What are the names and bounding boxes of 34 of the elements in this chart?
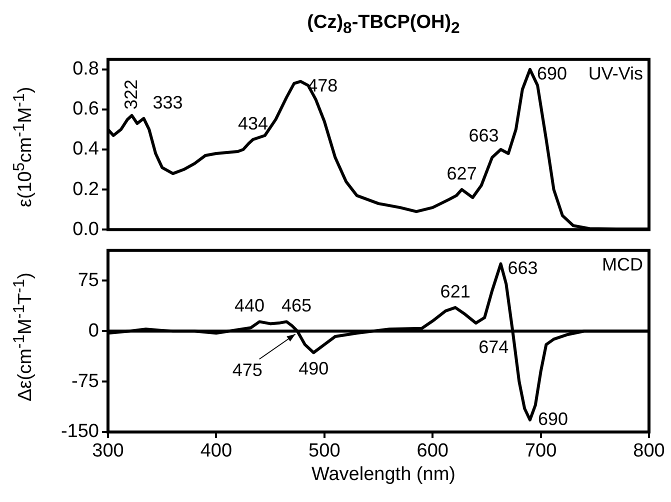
annotation: 475 [232, 360, 262, 380]
chart-title: (Cz)$_{8}$-TBCP(OH)$_{2}$ [306, 12, 461, 38]
annotation: 322 [120, 79, 141, 110]
x-tick-label: 400 [200, 440, 232, 462]
annotation: 690 [536, 63, 568, 84]
x-tick-label: 500 [308, 440, 340, 462]
annotation: 663 [468, 125, 499, 146]
annotation: 690 [538, 408, 568, 429]
annotation: 434 [238, 113, 268, 134]
y-tick-label: -150 [60, 421, 99, 442]
annotation: 465 [282, 296, 312, 316]
x-axis-title: Wavelength (nm) [310, 464, 456, 486]
x-tick-label: 600 [416, 440, 448, 462]
annotation: MCD [602, 254, 643, 274]
y-tick-label: 0.8 [72, 58, 99, 80]
x-tick-label: 800 [633, 440, 665, 462]
annotation: 478 [308, 75, 338, 96]
annotation: 621 [440, 282, 470, 302]
y-tick-label: 0 [88, 320, 99, 342]
annotation: 663 [508, 258, 538, 278]
x-tick-label: 700 [524, 440, 557, 462]
y-tick-label: -75 [72, 370, 99, 392]
y-tick-label: 0.4 [72, 138, 100, 160]
y-tick-label: 0.0 [72, 218, 99, 240]
y-tick-label: 0.2 [72, 178, 99, 200]
x-tick-label: 300 [92, 440, 124, 462]
y-tick-label: 75 [78, 270, 99, 291]
annotation: 627 [446, 164, 477, 184]
annotation: 674 [478, 337, 509, 358]
annotation: 490 [298, 358, 329, 379]
annotation: UV-Vis [588, 63, 643, 84]
y-tick-label: 0.6 [72, 98, 99, 120]
annotation: 440 [234, 296, 265, 316]
annotation: 333 [152, 92, 183, 112]
